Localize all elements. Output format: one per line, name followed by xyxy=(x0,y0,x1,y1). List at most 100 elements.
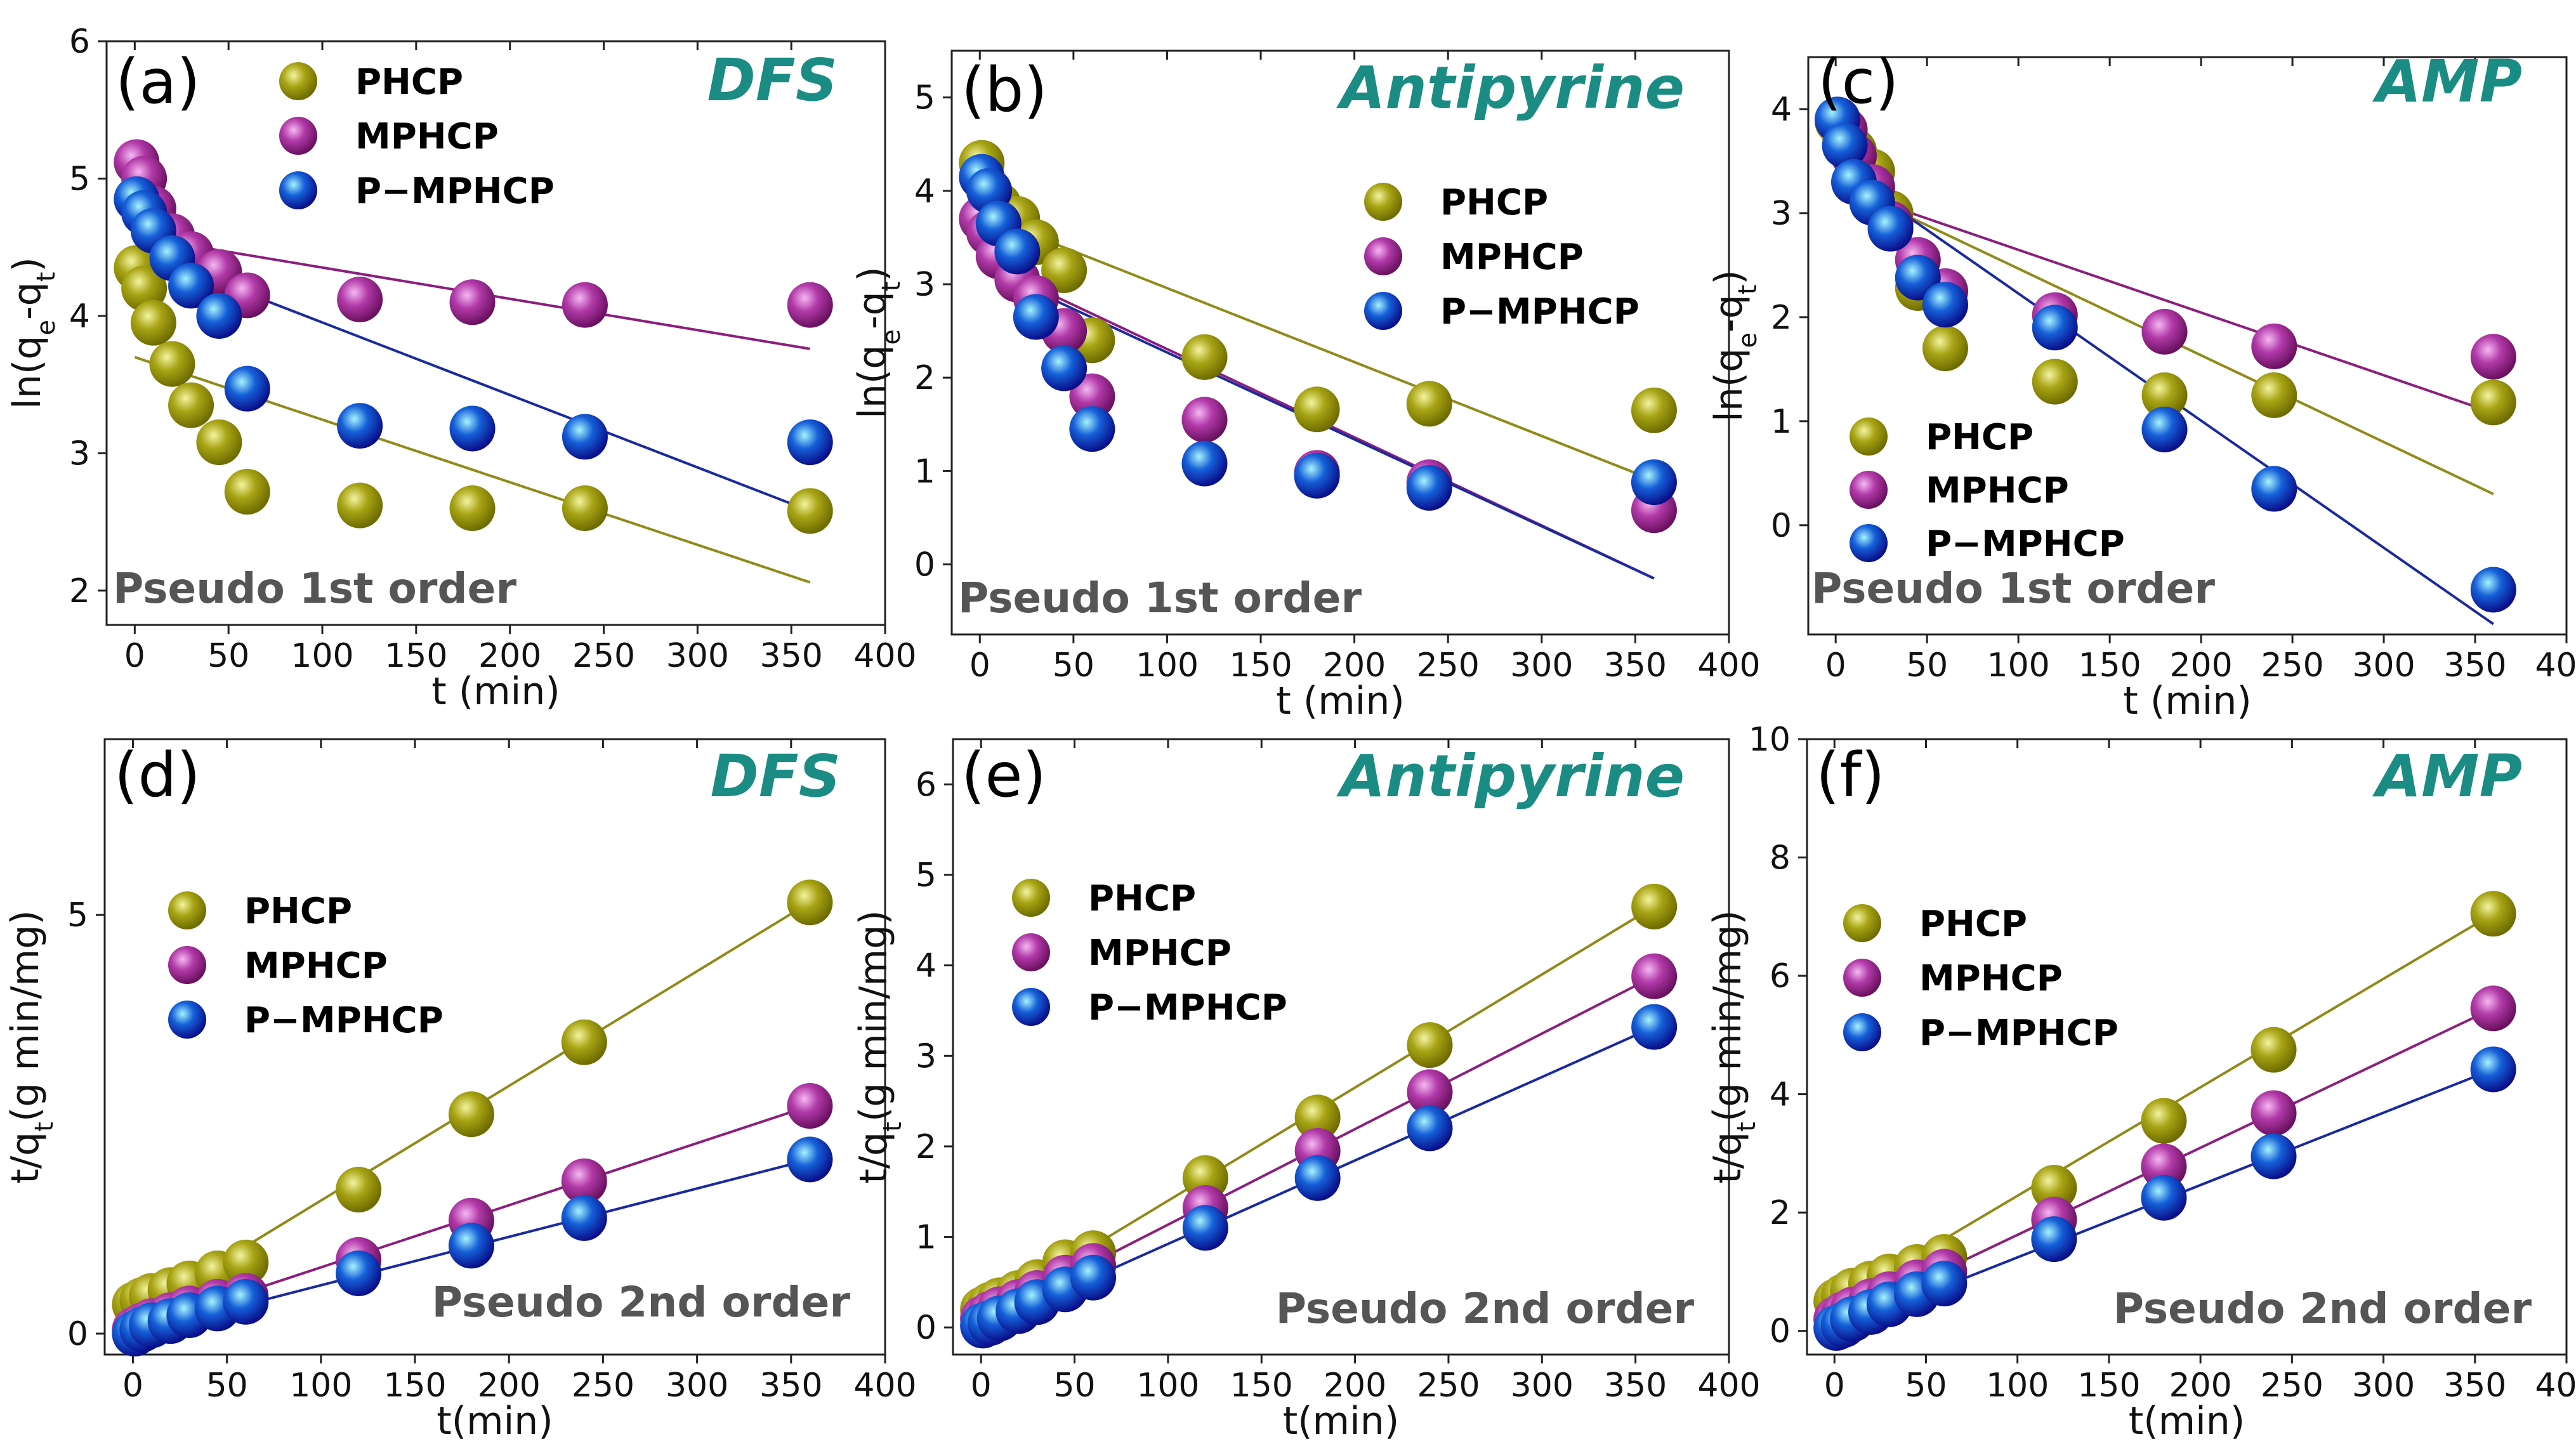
x-tick-label: 50 xyxy=(1053,647,1094,685)
x-tick-label: 250 xyxy=(572,1367,634,1405)
x-tick-label: 400 xyxy=(2535,1367,2576,1405)
legend-label-mphcp: MPHCP xyxy=(244,945,388,987)
legend-marker-mphcp xyxy=(1364,237,1402,275)
panel-label: (a) xyxy=(115,46,200,117)
x-tick-label: 50 xyxy=(1053,1367,1095,1405)
data-point-phcp xyxy=(2251,1027,2297,1073)
y-axis-title: ln(qe-qt) xyxy=(1707,270,1763,422)
data-point-p-mphcp xyxy=(1406,464,1452,511)
model-label: Pseudo 2nd order xyxy=(432,1278,851,1327)
data-point-p-mphcp xyxy=(2141,1174,2187,1221)
x-tick-label: 0 xyxy=(1824,1367,1845,1405)
data-point-phcp xyxy=(1181,334,1228,380)
legend-marker-phcp xyxy=(1843,904,1881,942)
y-tick-label: 0 xyxy=(67,1315,88,1353)
plot-frame xyxy=(950,49,1730,636)
x-tick-label: 150 xyxy=(2078,647,2141,685)
y-axis-title: t/qt(g min/mg) xyxy=(1705,910,1761,1183)
x-tick-label: 50 xyxy=(207,637,249,675)
x-tick-label: 150 xyxy=(383,1367,446,1405)
data-point-p-mphcp xyxy=(1922,282,1968,328)
compound-label: AMP xyxy=(2372,742,2522,810)
y-tick-label: 5 xyxy=(67,896,88,935)
data-point-p-mphcp xyxy=(1921,1261,1968,1307)
y-tick-label: 6 xyxy=(69,23,90,61)
panel-label: (b) xyxy=(961,55,1048,126)
y-axis-title: ln(qe-qt) xyxy=(850,266,906,419)
data-point-phcp xyxy=(561,1019,607,1065)
x-tick-label: 350 xyxy=(2443,1367,2506,1405)
x-tick-label: 400 xyxy=(853,1367,916,1405)
data-point-mphcp xyxy=(1069,373,1115,419)
data-point-phcp xyxy=(336,1167,382,1213)
panel-a: 0 50 100 150 200 250 300 350 400 2 3 4 5 6 t (min) ln(q… xyxy=(5,23,917,714)
data-point-phcp xyxy=(224,469,270,515)
legend-marker-mphcp xyxy=(1012,933,1050,971)
legend: PHCP MPHCP P−MPHCP xyxy=(279,62,555,212)
legend-marker-p-mphcp xyxy=(1364,292,1402,330)
y-tick-label: 8 xyxy=(1770,839,1791,877)
data-point-p-mphcp xyxy=(1013,294,1059,340)
x-tick-label: 400 xyxy=(2535,647,2576,685)
compound-label: AMP xyxy=(2372,48,2522,115)
y-tick-label: 1 xyxy=(1771,403,1792,441)
data-point-mphcp xyxy=(2470,334,2516,380)
data-point-p-mphcp xyxy=(994,228,1041,275)
legend-marker-p-mphcp xyxy=(279,171,317,209)
data-point-phcp xyxy=(2032,358,2078,405)
x-tick-label: 300 xyxy=(666,1367,728,1405)
x-tick-label: 350 xyxy=(760,637,823,675)
x-tick-label: 200 xyxy=(2169,1367,2231,1405)
x-tick-label: 0 xyxy=(1825,647,1846,685)
legend-marker-phcp xyxy=(1850,417,1888,456)
data-point-p-mphcp xyxy=(449,405,496,452)
x-tick-label: 200 xyxy=(1323,647,1386,685)
data-point-p-mphcp xyxy=(2251,466,2297,512)
panel-label: (f) xyxy=(1816,740,1885,811)
legend-label-phcp: PHCP xyxy=(355,62,463,103)
x-tick-label: 100 xyxy=(1136,647,1199,685)
data-point-mphcp xyxy=(562,282,608,328)
plot-frame xyxy=(952,738,1730,1356)
plot-frame xyxy=(103,738,886,1356)
x-tick-label: 200 xyxy=(1324,1367,1386,1405)
y-tick-label: 4 xyxy=(1770,1076,1791,1114)
x-tick-label: 300 xyxy=(1511,1367,1574,1405)
x-tick-label: 150 xyxy=(1229,647,1292,685)
panel-b: 0 50 100 150 200 250 300 350 400 0 1 2 3 4 5 t (min) ln(… xyxy=(850,49,1761,723)
y-tick-label: 5 xyxy=(916,857,936,895)
data-point-phcp xyxy=(448,1091,494,1138)
y-tick-label: 2 xyxy=(914,359,935,397)
x-axis-title: t(min) xyxy=(437,1399,553,1443)
data-point-phcp xyxy=(1407,1022,1453,1068)
data-point-p-mphcp xyxy=(1631,1004,1678,1050)
data-point-p-mphcp xyxy=(448,1223,494,1269)
data-point-phcp xyxy=(121,265,168,312)
data-point-p-mphcp xyxy=(562,414,608,460)
data-point-p-mphcp xyxy=(2141,406,2188,452)
x-tick-label: 150 xyxy=(384,637,447,675)
data-point-p-mphcp xyxy=(1181,440,1228,487)
data-point-mphcp xyxy=(787,1083,833,1129)
y-tick-label: 6 xyxy=(1770,957,1791,995)
legend-label-phcp: PHCP xyxy=(1440,182,1548,223)
x-tick-label: 0 xyxy=(122,1367,143,1405)
panel-e: 0 50 100 150 200 250 300 350 4000123456t(min)t/q… xyxy=(851,738,1761,1443)
x-tick-label: 0 xyxy=(124,637,145,675)
data-point-phcp xyxy=(2251,372,2297,418)
data-point-mphcp xyxy=(2470,985,2516,1032)
legend-label-phcp: PHCP xyxy=(1926,417,2034,458)
x-tick-label: 250 xyxy=(2261,1367,2323,1405)
compound-label: Antipyrine xyxy=(1336,742,1685,810)
y-tick-label: 2 xyxy=(916,1128,936,1166)
plot-frame xyxy=(1806,738,2568,1356)
legend-label-p-mphcp: P−MPHCP xyxy=(355,171,555,212)
data-point-phcp xyxy=(168,382,214,428)
y-tick-label: 0 xyxy=(916,1309,936,1347)
y-tick-label: 4 xyxy=(69,298,90,336)
y-tick-label: 1 xyxy=(914,452,935,490)
y-tick-label: 2 xyxy=(1771,299,1792,337)
data-point-phcp xyxy=(1294,1094,1341,1141)
x-tick-label: 350 xyxy=(2443,647,2506,685)
legend-label-phcp: PHCP xyxy=(244,891,352,932)
